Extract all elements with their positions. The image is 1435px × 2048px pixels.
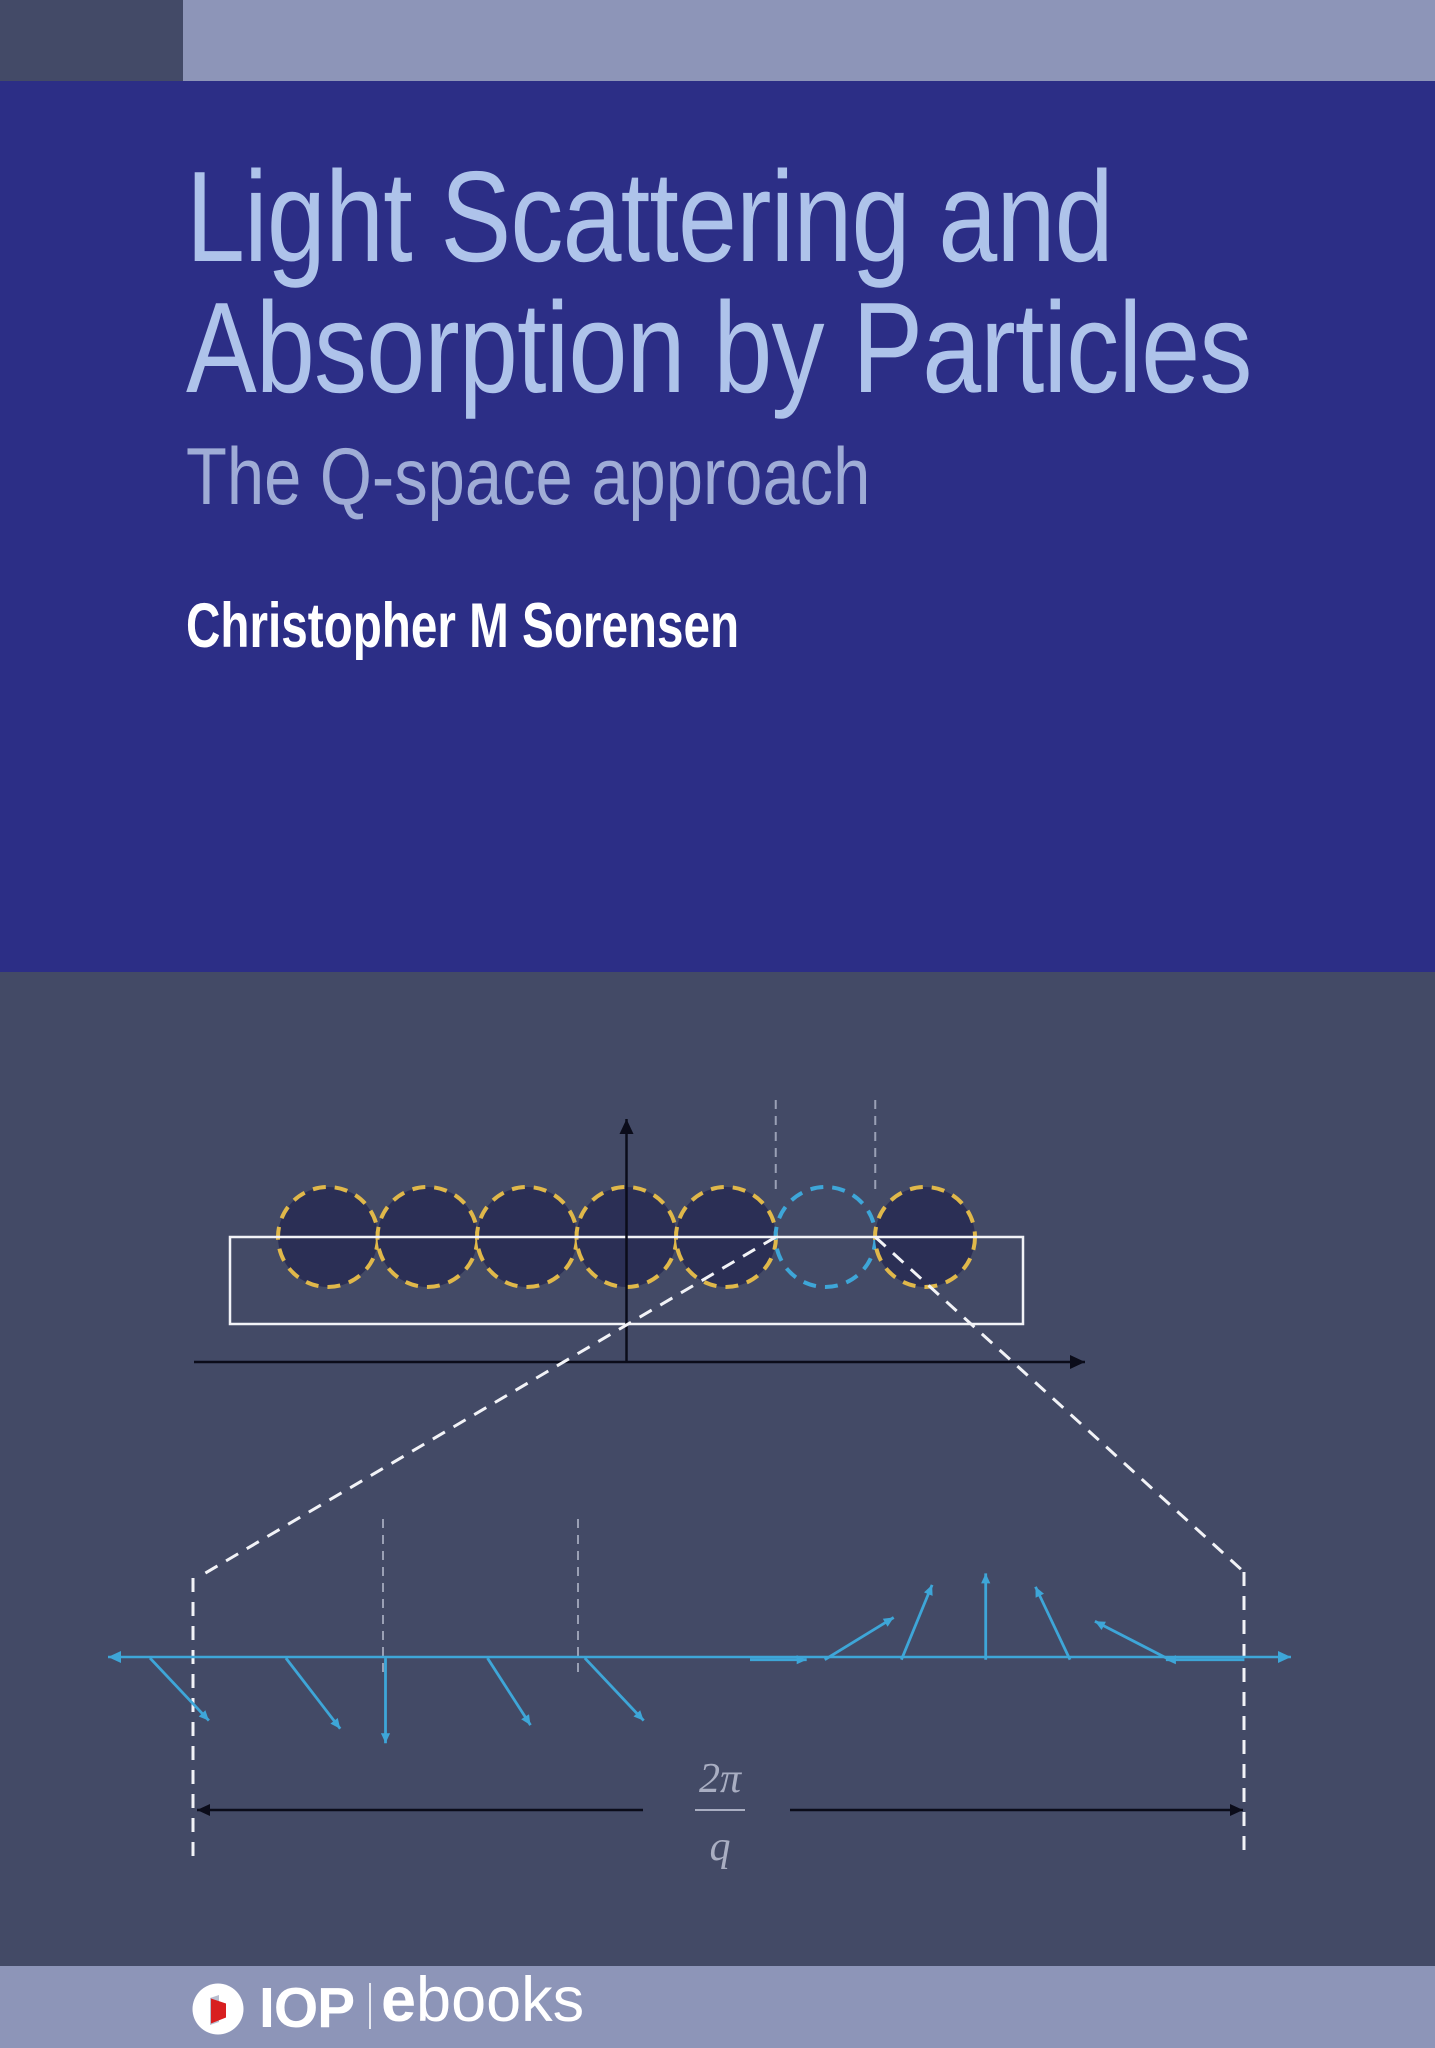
svg-text:q: q bbox=[710, 1824, 731, 1870]
svg-text:2π: 2π bbox=[699, 1756, 742, 1802]
